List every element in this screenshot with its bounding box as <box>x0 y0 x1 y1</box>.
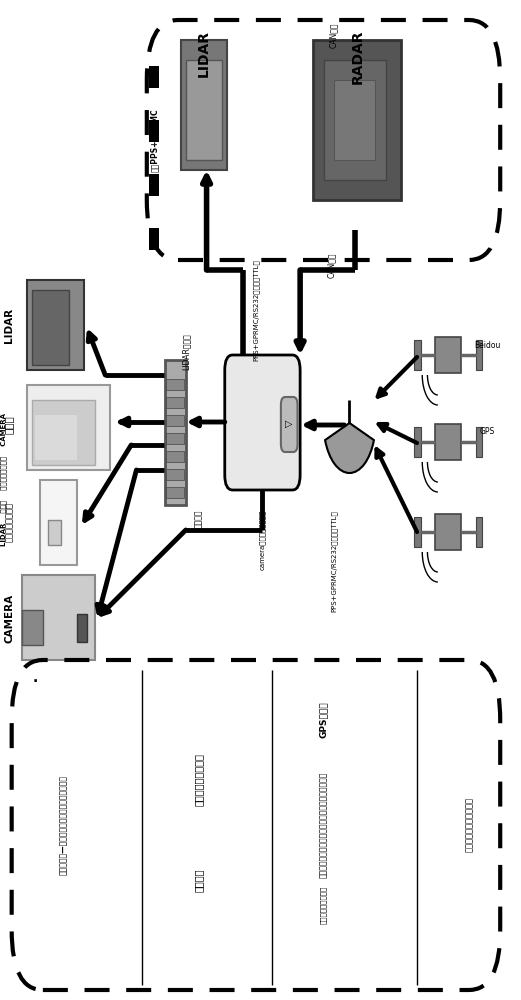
Bar <box>415 340 420 370</box>
Text: LIDAR: LIDAR <box>197 30 211 77</box>
Bar <box>324 60 386 180</box>
Bar <box>415 427 420 457</box>
Bar <box>32 290 69 365</box>
Bar <box>334 80 376 160</box>
Bar <box>166 379 184 390</box>
Bar <box>22 610 43 645</box>
Bar <box>150 66 159 88</box>
Text: GPS: GPS <box>480 427 495 436</box>
Text: PPS+GPRMC/RS232接口以及TTL级: PPS+GPRMC/RS232接口以及TTL级 <box>331 510 337 612</box>
Text: ·: · <box>32 675 38 689</box>
Text: LIDAR数据包: LIDAR数据包 <box>181 334 190 370</box>
Bar <box>166 451 184 462</box>
Bar <box>32 400 95 465</box>
Bar <box>313 40 402 200</box>
Bar <box>27 280 84 370</box>
Text: RADAR: RADAR <box>350 30 364 85</box>
Text: LIDAR: LIDAR <box>4 307 14 343</box>
Bar <box>35 415 77 460</box>
FancyBboxPatch shape <box>281 397 297 452</box>
Text: camera的精确对时接收器: camera的精确对时接收器 <box>259 510 266 570</box>
Bar <box>435 337 461 373</box>
Bar <box>166 487 184 498</box>
Text: 多传感器动态回传、多传感器联动回路交通管控主机: 多传感器动态回传、多传感器联动回路交通管控主机 <box>319 772 328 878</box>
Bar <box>166 415 184 426</box>
Bar <box>166 397 184 408</box>
Bar <box>77 614 87 642</box>
Text: 主机的联动控制回路: 主机的联动控制回路 <box>320 886 327 924</box>
FancyBboxPatch shape <box>225 355 300 490</box>
Text: 计算机: 计算机 <box>4 416 14 434</box>
Text: 多路复用器系统控制服务: 多路复用器系统控制服务 <box>465 798 474 852</box>
Bar <box>476 517 482 547</box>
Bar <box>27 385 110 470</box>
Text: GPS接收机: GPS接收机 <box>319 702 328 738</box>
Bar <box>415 517 420 547</box>
Bar <box>166 469 184 480</box>
Text: CAN总线: CAN总线 <box>329 22 339 48</box>
Text: 路侧网关系统设备: 路侧网关系统设备 <box>5 502 14 542</box>
Text: LIDAR    计算机    路侧网关系统设备    CAMERA: LIDAR 计算机 路侧网关系统设备 CAMERA <box>1 414 7 546</box>
Text: 交通信号机控制系统: 交通信号机控制系统 <box>194 754 204 806</box>
Bar <box>150 120 159 142</box>
Bar <box>150 228 159 250</box>
Bar <box>165 360 186 505</box>
Text: ▷: ▷ <box>286 419 293 429</box>
Bar <box>150 174 159 196</box>
Wedge shape <box>325 423 374 473</box>
Bar <box>181 40 227 170</box>
Bar <box>476 340 482 370</box>
Text: CAN总线: CAN总线 <box>327 252 336 278</box>
Bar <box>166 433 184 444</box>
Text: Beidou: Beidou <box>474 340 500 350</box>
Text: CAMERA: CAMERA <box>4 593 14 643</box>
Bar <box>435 424 461 460</box>
Bar <box>40 480 77 565</box>
Bar <box>22 575 95 660</box>
Bar <box>476 427 482 457</box>
Bar <box>186 60 222 160</box>
Text: 网口层设备—路由器、交换机、主机的数据交互: 网口层设备—路由器、交换机、主机的数据交互 <box>59 775 68 875</box>
Text: 交流系统: 交流系统 <box>194 868 204 892</box>
Bar <box>48 520 61 545</box>
Text: 支持PPS+GPRMC: 支持PPS+GPRMC <box>150 108 159 172</box>
Text: PPS+GPRMC/RS232接口以及TTL级: PPS+GPRMC/RS232接口以及TTL级 <box>253 259 259 361</box>
Text: 同步开关: 同步开关 <box>194 510 203 528</box>
Bar <box>435 514 461 550</box>
